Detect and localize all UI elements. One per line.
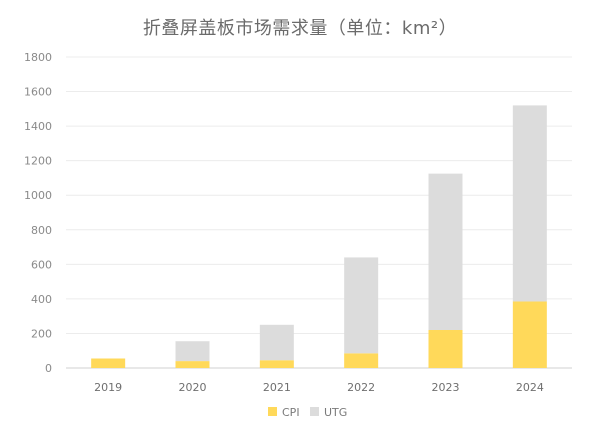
x-tick-label: 2024 — [516, 381, 544, 394]
x-tick-label: 2019 — [94, 381, 122, 394]
bar-cpi-2019 — [91, 358, 126, 368]
bar-utg-2024 — [512, 105, 547, 302]
y-tick-label: 0 — [45, 362, 52, 375]
bar-cpi-2023 — [428, 329, 463, 368]
y-tick-label: 400 — [31, 293, 52, 306]
bar-utg-2021 — [259, 324, 294, 361]
bar-cpi-2021 — [259, 360, 294, 368]
y-tick-label: 1000 — [24, 189, 52, 202]
x-tick-label: 2021 — [263, 381, 291, 394]
chart-title: 折叠屏盖板市场需求量（单位：km²） — [142, 18, 458, 39]
y-tick-label: 600 — [31, 258, 52, 271]
y-tick-label: 1600 — [24, 86, 52, 99]
y-tick-label: 200 — [31, 327, 52, 340]
legend-label-cpi: CPI — [282, 406, 300, 419]
legend-swatch-utg — [310, 407, 319, 416]
legend-label-utg: UTG — [324, 406, 347, 419]
bar-cpi-2022 — [344, 353, 379, 368]
y-tick-label: 800 — [31, 224, 52, 237]
x-tick-label: 2023 — [432, 381, 460, 394]
bar-utg-2022 — [344, 257, 379, 354]
bar-utg-2023 — [428, 173, 463, 330]
legend-swatch-cpi — [268, 407, 277, 416]
bar-cpi-2024 — [512, 301, 547, 368]
bar-cpi-2020 — [175, 361, 210, 368]
x-tick-label: 2020 — [179, 381, 207, 394]
x-tick-label: 2022 — [347, 381, 375, 394]
y-tick-label: 1400 — [24, 120, 52, 133]
y-tick-label: 1200 — [24, 155, 52, 168]
y-tick-label: 1800 — [24, 51, 52, 64]
bar-utg-2020 — [175, 341, 210, 362]
